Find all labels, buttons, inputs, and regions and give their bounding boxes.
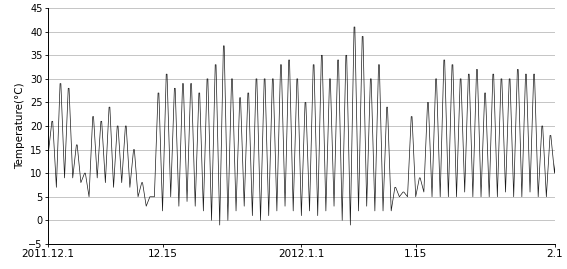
Y-axis label: Temperature(°C): Temperature(°C) [15,83,26,169]
